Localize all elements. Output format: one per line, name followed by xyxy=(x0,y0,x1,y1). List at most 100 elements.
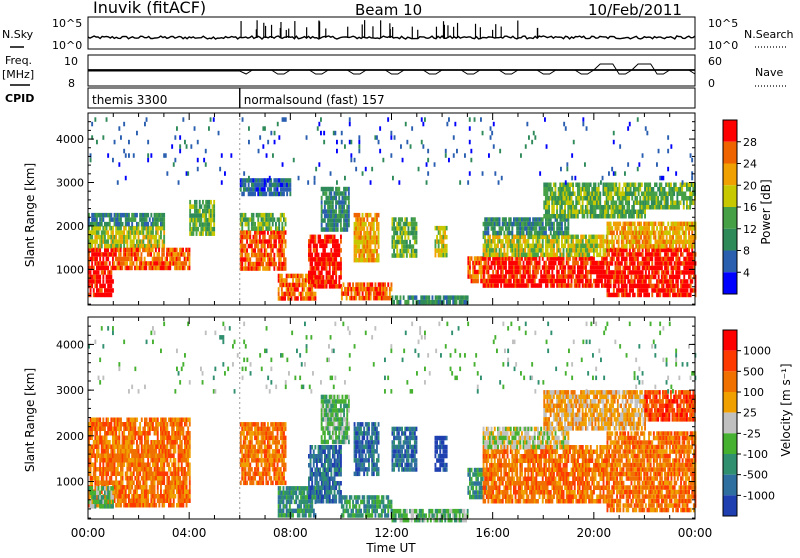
power-echo-cell xyxy=(138,222,140,227)
power-echo-cell xyxy=(285,257,287,262)
power-echo-cell xyxy=(615,284,617,289)
power-echo-cell xyxy=(94,117,96,122)
power-echo-cell xyxy=(655,222,657,227)
power-echo-cell xyxy=(285,230,287,235)
power-echo-cell xyxy=(362,291,364,296)
power-echo-cell xyxy=(109,261,111,266)
power-echo-cell xyxy=(363,282,365,287)
power-echo-cell xyxy=(394,135,396,140)
power-echo-cell xyxy=(404,226,406,231)
power-echo-cell xyxy=(527,239,529,244)
freq-tick-bottom: 8 xyxy=(68,77,75,90)
power-echo-cell xyxy=(163,235,165,240)
power-echo-cell xyxy=(628,196,630,201)
power-echo-cell xyxy=(480,261,482,266)
power-echo-cell xyxy=(259,230,261,235)
power-echo-cell xyxy=(613,140,615,145)
power-echo-cell xyxy=(114,140,116,145)
power-echo-cell xyxy=(373,253,375,258)
power-echo-cell xyxy=(622,187,624,192)
power-echo-cell xyxy=(320,131,322,136)
power-echo-cell xyxy=(426,162,428,167)
power-echo-cell xyxy=(323,140,325,145)
power-colorbar-swatch xyxy=(723,164,737,186)
power-echo-cell xyxy=(378,231,380,236)
power-echo-cell xyxy=(505,261,507,266)
power-echo-cell xyxy=(600,180,602,185)
nsearch-tick-top: 10^5 xyxy=(708,17,738,30)
power-echo-cell xyxy=(640,235,642,240)
power-echo-cell xyxy=(626,261,628,266)
power-echo-cell xyxy=(611,192,613,197)
power-echo-cell xyxy=(285,222,287,227)
power-echo-cell xyxy=(332,187,334,192)
power-echo-cell xyxy=(384,282,386,287)
power-echo-cell xyxy=(370,244,372,249)
power-echo-cell xyxy=(621,261,623,266)
power-echo-cell xyxy=(427,171,429,176)
power-echo-cell xyxy=(91,284,93,289)
power-echo-cell xyxy=(275,262,277,267)
power-echo-cell xyxy=(645,126,647,131)
power-echo-cell xyxy=(123,122,125,127)
power-echo-cell xyxy=(542,222,544,227)
power-echo-cell xyxy=(494,265,496,270)
power-echo-cell xyxy=(165,153,167,158)
power-echo-cell xyxy=(242,117,244,122)
power-echo-cell xyxy=(631,275,633,280)
power-echo-cell xyxy=(499,222,501,227)
power-echo-cell xyxy=(186,144,188,149)
power-echo-cell xyxy=(558,239,560,244)
power-echo-cell xyxy=(270,253,272,257)
power-echo-cell xyxy=(634,222,636,227)
power-echo-cell xyxy=(487,261,489,266)
power-echo-cell xyxy=(564,205,566,210)
power-echo-cell xyxy=(348,187,350,192)
power-echo-cell xyxy=(607,210,609,215)
power-echo-cell xyxy=(306,135,308,140)
power-echo-cell xyxy=(619,183,621,188)
power-echo-cell xyxy=(634,293,636,298)
power-echo-cell xyxy=(310,244,312,249)
power-echo-cell xyxy=(189,261,191,266)
power-echo-cell xyxy=(128,222,130,227)
power-echo-cell xyxy=(96,140,98,145)
power-echo-cell xyxy=(371,167,373,172)
power-echo-cell xyxy=(324,205,326,210)
power-echo-cell xyxy=(672,244,674,249)
power-echo-cell xyxy=(275,222,277,227)
power-echo-cell xyxy=(640,293,642,298)
power-echo-cell xyxy=(588,187,590,192)
power-echo-cell xyxy=(197,140,199,145)
power-echo-cell xyxy=(471,256,473,261)
power-echo-cell xyxy=(590,279,592,284)
power-echo-cell xyxy=(556,210,558,215)
power-echo-cell xyxy=(199,209,201,214)
power-echo-cell xyxy=(683,205,685,210)
power-echo-cell xyxy=(261,248,263,253)
power-echo-cell xyxy=(545,231,547,236)
power-echo-cell xyxy=(160,235,162,240)
power-echo-cell xyxy=(337,239,339,244)
power-echo-cell xyxy=(628,201,630,206)
power-echo-cell xyxy=(99,275,101,280)
power-colorbar-swatch xyxy=(723,185,737,207)
power-echo-cell xyxy=(197,227,199,232)
power-echo-cell xyxy=(561,205,563,210)
power-echo-cell xyxy=(494,226,496,231)
power-echo-cell xyxy=(121,266,123,271)
power-echo-cell xyxy=(598,283,600,288)
power-echo-cell xyxy=(416,240,418,245)
power-echo-cell xyxy=(192,231,194,236)
power-echo-cell xyxy=(205,213,207,218)
power-echo-cell xyxy=(259,239,261,244)
power-colorbar-swatch xyxy=(723,207,737,229)
power-echo-cell xyxy=(630,187,632,192)
power-colorbar-swatch xyxy=(723,229,737,251)
power-echo-cell xyxy=(126,261,128,266)
power-echo-cell xyxy=(519,239,521,244)
power-echo-cell xyxy=(527,283,529,288)
power-echo-cell xyxy=(667,135,669,140)
power-echo-cell xyxy=(224,171,226,176)
